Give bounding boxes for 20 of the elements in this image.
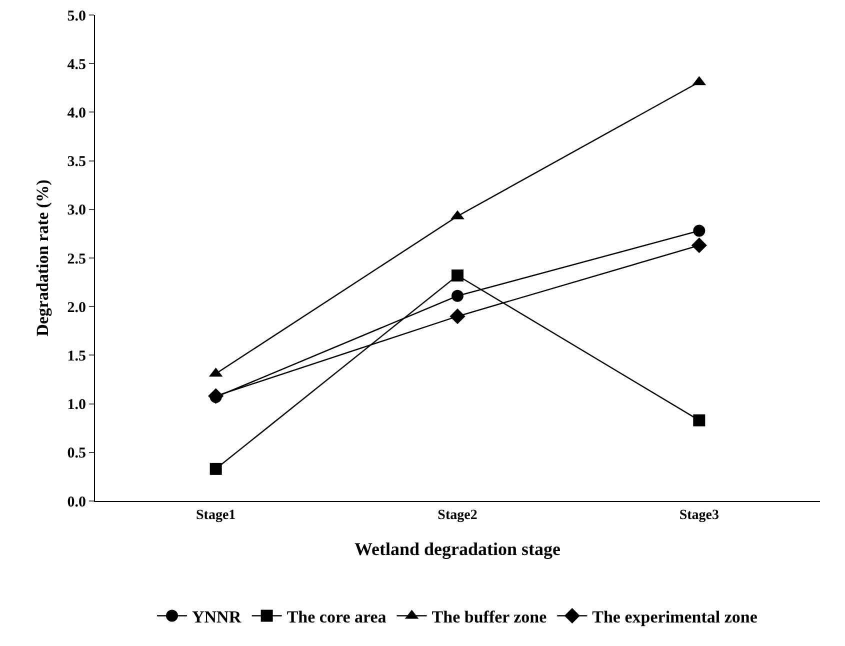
y-axis-title: Degradation rate (%)	[32, 180, 52, 336]
y-tick-label: 5.0	[67, 8, 86, 24]
legend-label: The core area	[286, 607, 387, 626]
x-tick-label: Stage3	[679, 508, 720, 523]
y-tick-label: 2.0	[67, 300, 86, 316]
legend-label: YNNR	[192, 607, 242, 626]
y-tick-label: 4.0	[67, 105, 86, 122]
x-tick-label: Stage1	[196, 508, 236, 523]
y-tick-label: 1.5	[67, 348, 86, 364]
y-tick-label: 3.5	[67, 154, 86, 170]
y-tick-label: 0.5	[67, 446, 86, 462]
x-tick-label: Stage2	[438, 508, 478, 523]
y-tick-label: 2.5	[67, 251, 86, 268]
y-tick-label: 4.5	[67, 56, 86, 73]
legend-label: The buffer zone	[432, 607, 548, 626]
y-tick-label: 3.0	[67, 202, 86, 219]
y-tick-label: 1.0	[67, 397, 86, 414]
legend-label: The experimental zone	[592, 607, 758, 626]
y-tick-label: 0.0	[67, 494, 86, 510]
x-axis-title: Wetland degradation stage	[354, 538, 561, 559]
